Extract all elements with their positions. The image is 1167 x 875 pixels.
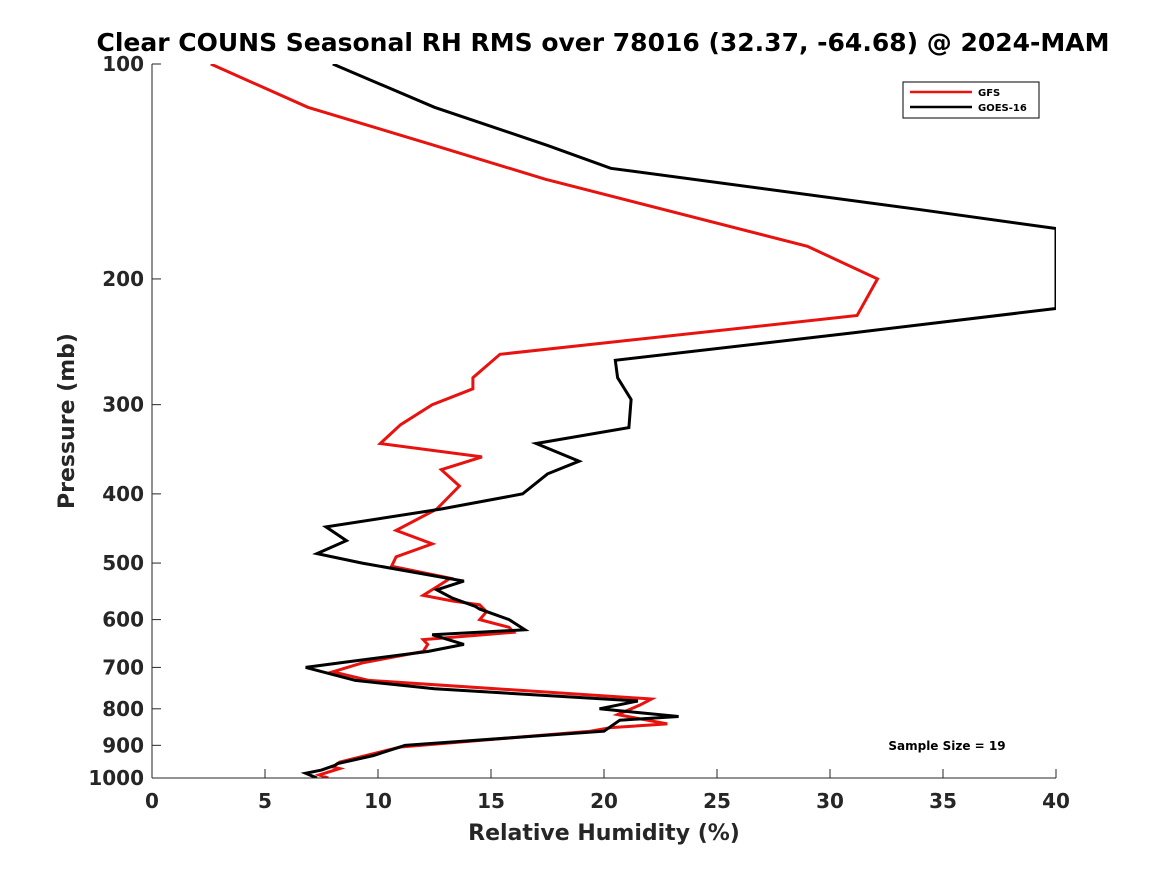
series-layer [210,64,1056,778]
y-tick-label: 200 [102,267,144,291]
legend-label-goes16: GOES-16 [978,103,1027,114]
sample-size-annotation: Sample Size = 19 [888,739,1005,753]
y-tick-label: 500 [102,551,144,575]
y-tick-label: 700 [102,655,144,679]
x-ticks: 0 5 10 15 20 25 30 35 40 [145,769,1070,813]
y-tick-label: 600 [102,608,144,632]
x-tick-label: 0 [145,789,159,813]
legend-box [902,81,1040,119]
series-line-gfs [210,64,880,778]
x-tick-label: 15 [477,789,505,813]
x-axis-label: Relative Humidity (%) [468,821,740,846]
y-ticks: 100 200 300 400 500 600 700 800 900 1000 [88,52,161,790]
chart-title: Clear COUNS Seasonal RH RMS over 78016 (… [96,28,1109,57]
y-tick-label: 300 [102,393,144,417]
x-tick-label: 25 [703,789,731,813]
y-tick-label: 1000 [88,766,144,790]
x-tick-label: 20 [590,789,618,813]
x-tick-label: 35 [929,789,957,813]
legend-label-gfs: GFS [978,88,1000,99]
y-tick-label: 400 [102,482,144,506]
series-line-goes16 [300,64,1056,778]
y-tick-label: 900 [102,733,144,757]
axes-layer [151,64,1056,779]
y-tick-label: 800 [102,697,144,721]
x-tick-label: 40 [1042,789,1070,813]
legend: GFS GOES-16 [902,81,1040,119]
y-tick-label: 100 [102,52,144,76]
x-tick-label: 10 [364,789,392,813]
x-tick-label: 5 [258,789,272,813]
y-axis-label: Pressure (mb) [55,333,80,509]
x-tick-label: 30 [816,789,844,813]
